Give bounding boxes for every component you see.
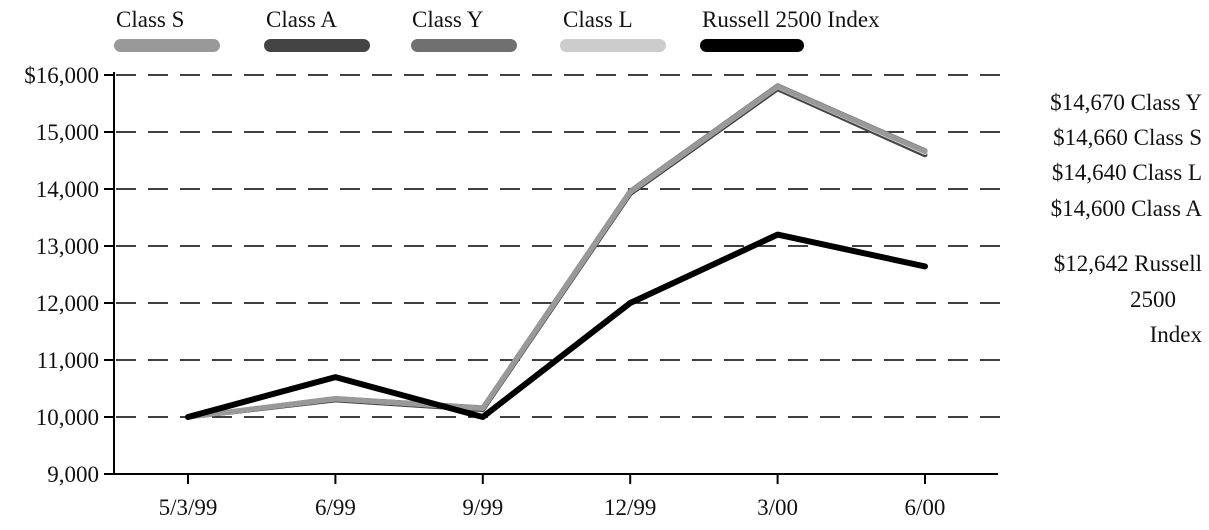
legend-swatch-class-y xyxy=(411,39,517,52)
end-label-class-a: $14,600 Class A xyxy=(1050,196,1202,221)
legend-label-class-s: Class S xyxy=(116,7,184,32)
x-tick-label: 6/99 xyxy=(315,495,356,520)
series-line-class-s xyxy=(185,83,928,420)
gridlines xyxy=(116,74,1000,418)
series-line-class-l xyxy=(185,84,928,420)
y-tick-label: 15,000 xyxy=(36,120,99,145)
x-tick-label: 3/00 xyxy=(757,495,798,520)
end-label-russell-2500: 2500 xyxy=(1130,287,1176,312)
y-tick-label: $16,000 xyxy=(24,63,99,88)
legend-label-class-a: Class A xyxy=(266,7,337,32)
axes xyxy=(113,72,998,475)
end-label-russell: $12,642 Russell xyxy=(1053,251,1202,276)
x-tick-label: 6/00 xyxy=(905,495,946,520)
series-lines xyxy=(185,83,928,420)
series-line-class-a xyxy=(185,86,928,420)
legend-swatch-class-a xyxy=(264,39,370,52)
y-tick-label: 10,000 xyxy=(36,405,99,430)
series-line-class-y xyxy=(185,83,928,420)
y-tick-label: 9,000 xyxy=(47,462,99,487)
legend-label-russell-2500-index: Russell 2500 Index xyxy=(702,7,880,32)
y-tick-label: 14,000 xyxy=(36,177,99,202)
y-axis-ticks: $16,000 15,000 14,000 13,000 12,000 11,000 10,… xyxy=(24,63,114,487)
series-line-russell-2500-index xyxy=(185,231,928,420)
legend-swatch-russell-2500-index xyxy=(700,39,804,52)
end-label-russell-index: Index xyxy=(1149,322,1202,347)
legend-label-class-l: Class L xyxy=(563,7,633,32)
end-label-class-y: $14,670 Class Y xyxy=(1050,90,1202,115)
x-axis-ticks: 5/3/99 6/99 9/99 12/99 3/00 6/00 xyxy=(159,474,946,520)
legend-label-class-y: Class Y xyxy=(412,7,484,32)
x-tick-label: 5/3/99 xyxy=(159,495,218,520)
legend-swatch-class-s xyxy=(114,39,220,52)
y-tick-label: 13,000 xyxy=(36,234,99,259)
x-tick-label: 12/99 xyxy=(604,495,656,520)
end-label-class-s: $14,660 Class S xyxy=(1053,125,1202,150)
legend-swatch-class-l xyxy=(560,39,666,52)
y-tick-label: 11,000 xyxy=(37,348,99,373)
end-label-class-l: $14,640 Class L xyxy=(1051,160,1202,185)
y-tick-label: 12,000 xyxy=(36,291,99,316)
x-tick-label: 9/99 xyxy=(462,495,503,520)
legend: Class S Class A Class Y Class L Russell 2500… xyxy=(114,7,880,52)
